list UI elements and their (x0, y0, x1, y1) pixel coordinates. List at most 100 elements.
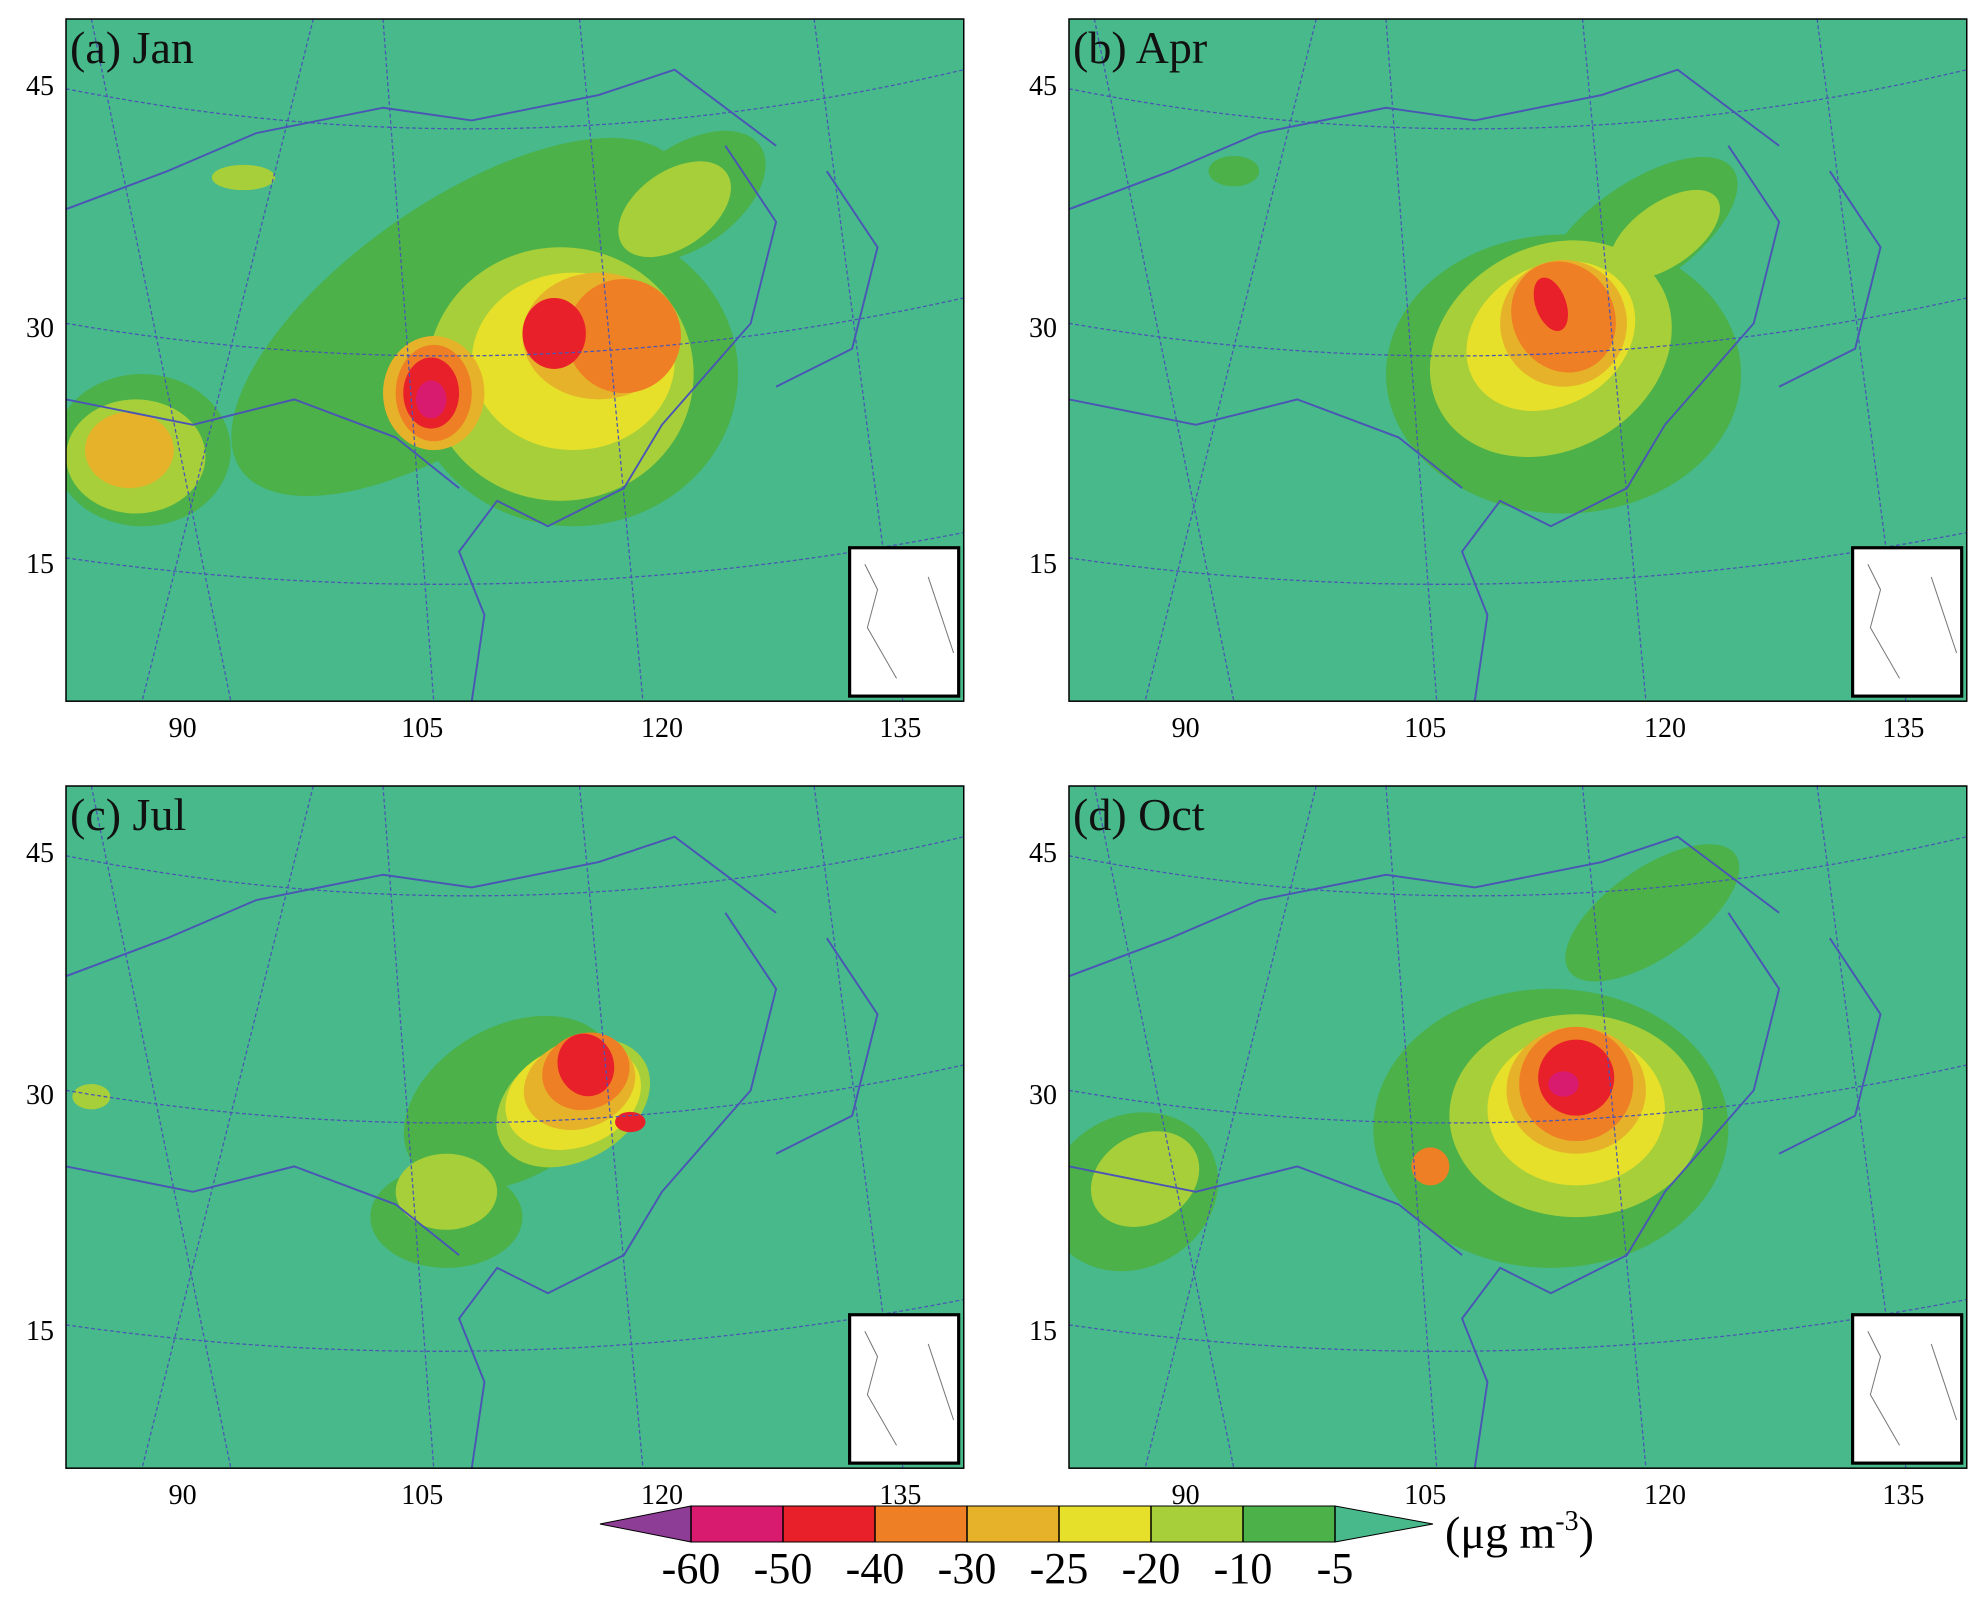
colorbar-segment (1242, 1505, 1336, 1543)
latitude-line (66, 836, 964, 897)
colorbar-label: -25 (1030, 1544, 1089, 1593)
latitude-label: 15 (26, 549, 54, 580)
panel-frame (1068, 18, 1968, 702)
latitude-label: 30 (1029, 1080, 1057, 1111)
latitude-label: 45 (26, 71, 54, 102)
longitude-line (1093, 19, 1235, 702)
longitude-line (1982, 19, 1987, 701)
colorbar-label: -50 (754, 1544, 813, 1593)
colorbar-segment (966, 1505, 1060, 1543)
concentration-contour (1533, 277, 1569, 332)
map-panel (1069, 19, 1987, 702)
map-panel (1069, 786, 1987, 1469)
longitude-label: 105 (401, 713, 443, 744)
panel-title: (d) Oct (1073, 789, 1205, 840)
border (66, 68, 777, 489)
longitude-label: 120 (1644, 713, 1686, 744)
coastline (457, 912, 879, 1469)
colorbar-triangle (1334, 1505, 1434, 1543)
longitude-line (90, 786, 232, 1469)
longitude-line (1581, 19, 1647, 702)
inset-coast (864, 564, 955, 679)
concentration-contour (1548, 1071, 1579, 1097)
longitude-label: 90 (169, 713, 197, 744)
concentration-contour (522, 297, 586, 369)
inset-box (1851, 546, 1964, 698)
latitude-line (1069, 1298, 1967, 1352)
longitude-label: 120 (1644, 1480, 1686, 1511)
longitude-label: 135 (1882, 713, 1924, 744)
latitude-label: 15 (26, 1316, 54, 1347)
colorbar-segment (1150, 1505, 1244, 1543)
latitude-line (1069, 297, 1967, 357)
longitude-label: 105 (1404, 1480, 1446, 1511)
longitude-line (578, 19, 644, 702)
unit-label: (μg m-3) (1445, 1506, 1594, 1558)
colorbar-segment (874, 1505, 968, 1543)
latitude-line (1069, 1064, 1967, 1124)
longitude-line (578, 786, 644, 1469)
concentration-contour (566, 278, 681, 394)
latitude-line (66, 531, 964, 585)
inset-box (1851, 1313, 1964, 1465)
panel-frame (1068, 785, 1968, 1469)
colorbar-label: -10 (1214, 1544, 1273, 1593)
unit-close: ) (1579, 1507, 1594, 1558)
map-panel (66, 786, 964, 1469)
latitude-line (1069, 531, 1967, 585)
panel-frame (65, 18, 965, 702)
coastline (1460, 912, 1882, 1469)
concentration-contour (1565, 844, 1740, 982)
longitude-label: 90 (1172, 713, 1200, 744)
concentration-contour (395, 1153, 498, 1230)
longitude-label: 105 (1404, 713, 1446, 744)
inset-coast (864, 1331, 955, 1446)
colorbar-segment (690, 1505, 784, 1543)
colorbar-label: -40 (846, 1544, 905, 1593)
latitude-label: 15 (1029, 549, 1057, 580)
concentration-contour (618, 161, 731, 258)
colorbar-label: -60 (662, 1544, 721, 1593)
concentration-contour (557, 1033, 615, 1097)
inset-coast (1867, 564, 1958, 679)
colorbar-label: -30 (938, 1544, 997, 1593)
panel-frame (65, 785, 965, 1469)
longitude-label: 120 (641, 1480, 683, 1511)
colorbar-segment (1058, 1505, 1152, 1543)
coastline (1460, 145, 1882, 702)
concentration-contour (1411, 1147, 1450, 1186)
longitude-label: 90 (169, 1480, 197, 1511)
longitude-label: 120 (641, 713, 683, 744)
concentration-contour (1090, 1131, 1200, 1227)
colorbar-label: -20 (1122, 1544, 1181, 1593)
inset-box (848, 1313, 961, 1465)
latitude-label: 30 (26, 313, 54, 344)
unit-base: (μg m (1445, 1507, 1555, 1558)
latitude-label: 45 (1029, 838, 1057, 869)
longitude-line (1144, 786, 1317, 1469)
concentration-contour (1208, 155, 1260, 187)
unit-exponent: -3 (1555, 1506, 1578, 1537)
longitude-line (1093, 786, 1235, 1469)
longitude-line (1581, 786, 1647, 1469)
longitude-line (90, 19, 232, 702)
concentration-contour (211, 164, 276, 191)
latitude-label: 45 (1029, 71, 1057, 102)
latitude-line (1069, 836, 1967, 897)
longitude-label: 135 (879, 713, 921, 744)
inset-coast (1867, 1331, 1958, 1446)
latitude-label: 30 (26, 1080, 54, 1111)
concentration-contour (415, 380, 447, 419)
panel-title: (a) Jan (70, 22, 194, 73)
colorbar-label: -5 (1317, 1544, 1354, 1593)
colorbar-segment (782, 1505, 876, 1543)
coastline (457, 145, 879, 702)
panel-title: (c) Jul (70, 789, 186, 840)
longitude-line (1982, 786, 1987, 1468)
latitude-line (66, 1298, 964, 1352)
border (66, 835, 777, 1256)
longitude-line (141, 786, 314, 1469)
longitude-line (141, 19, 314, 702)
border (1069, 68, 1780, 489)
